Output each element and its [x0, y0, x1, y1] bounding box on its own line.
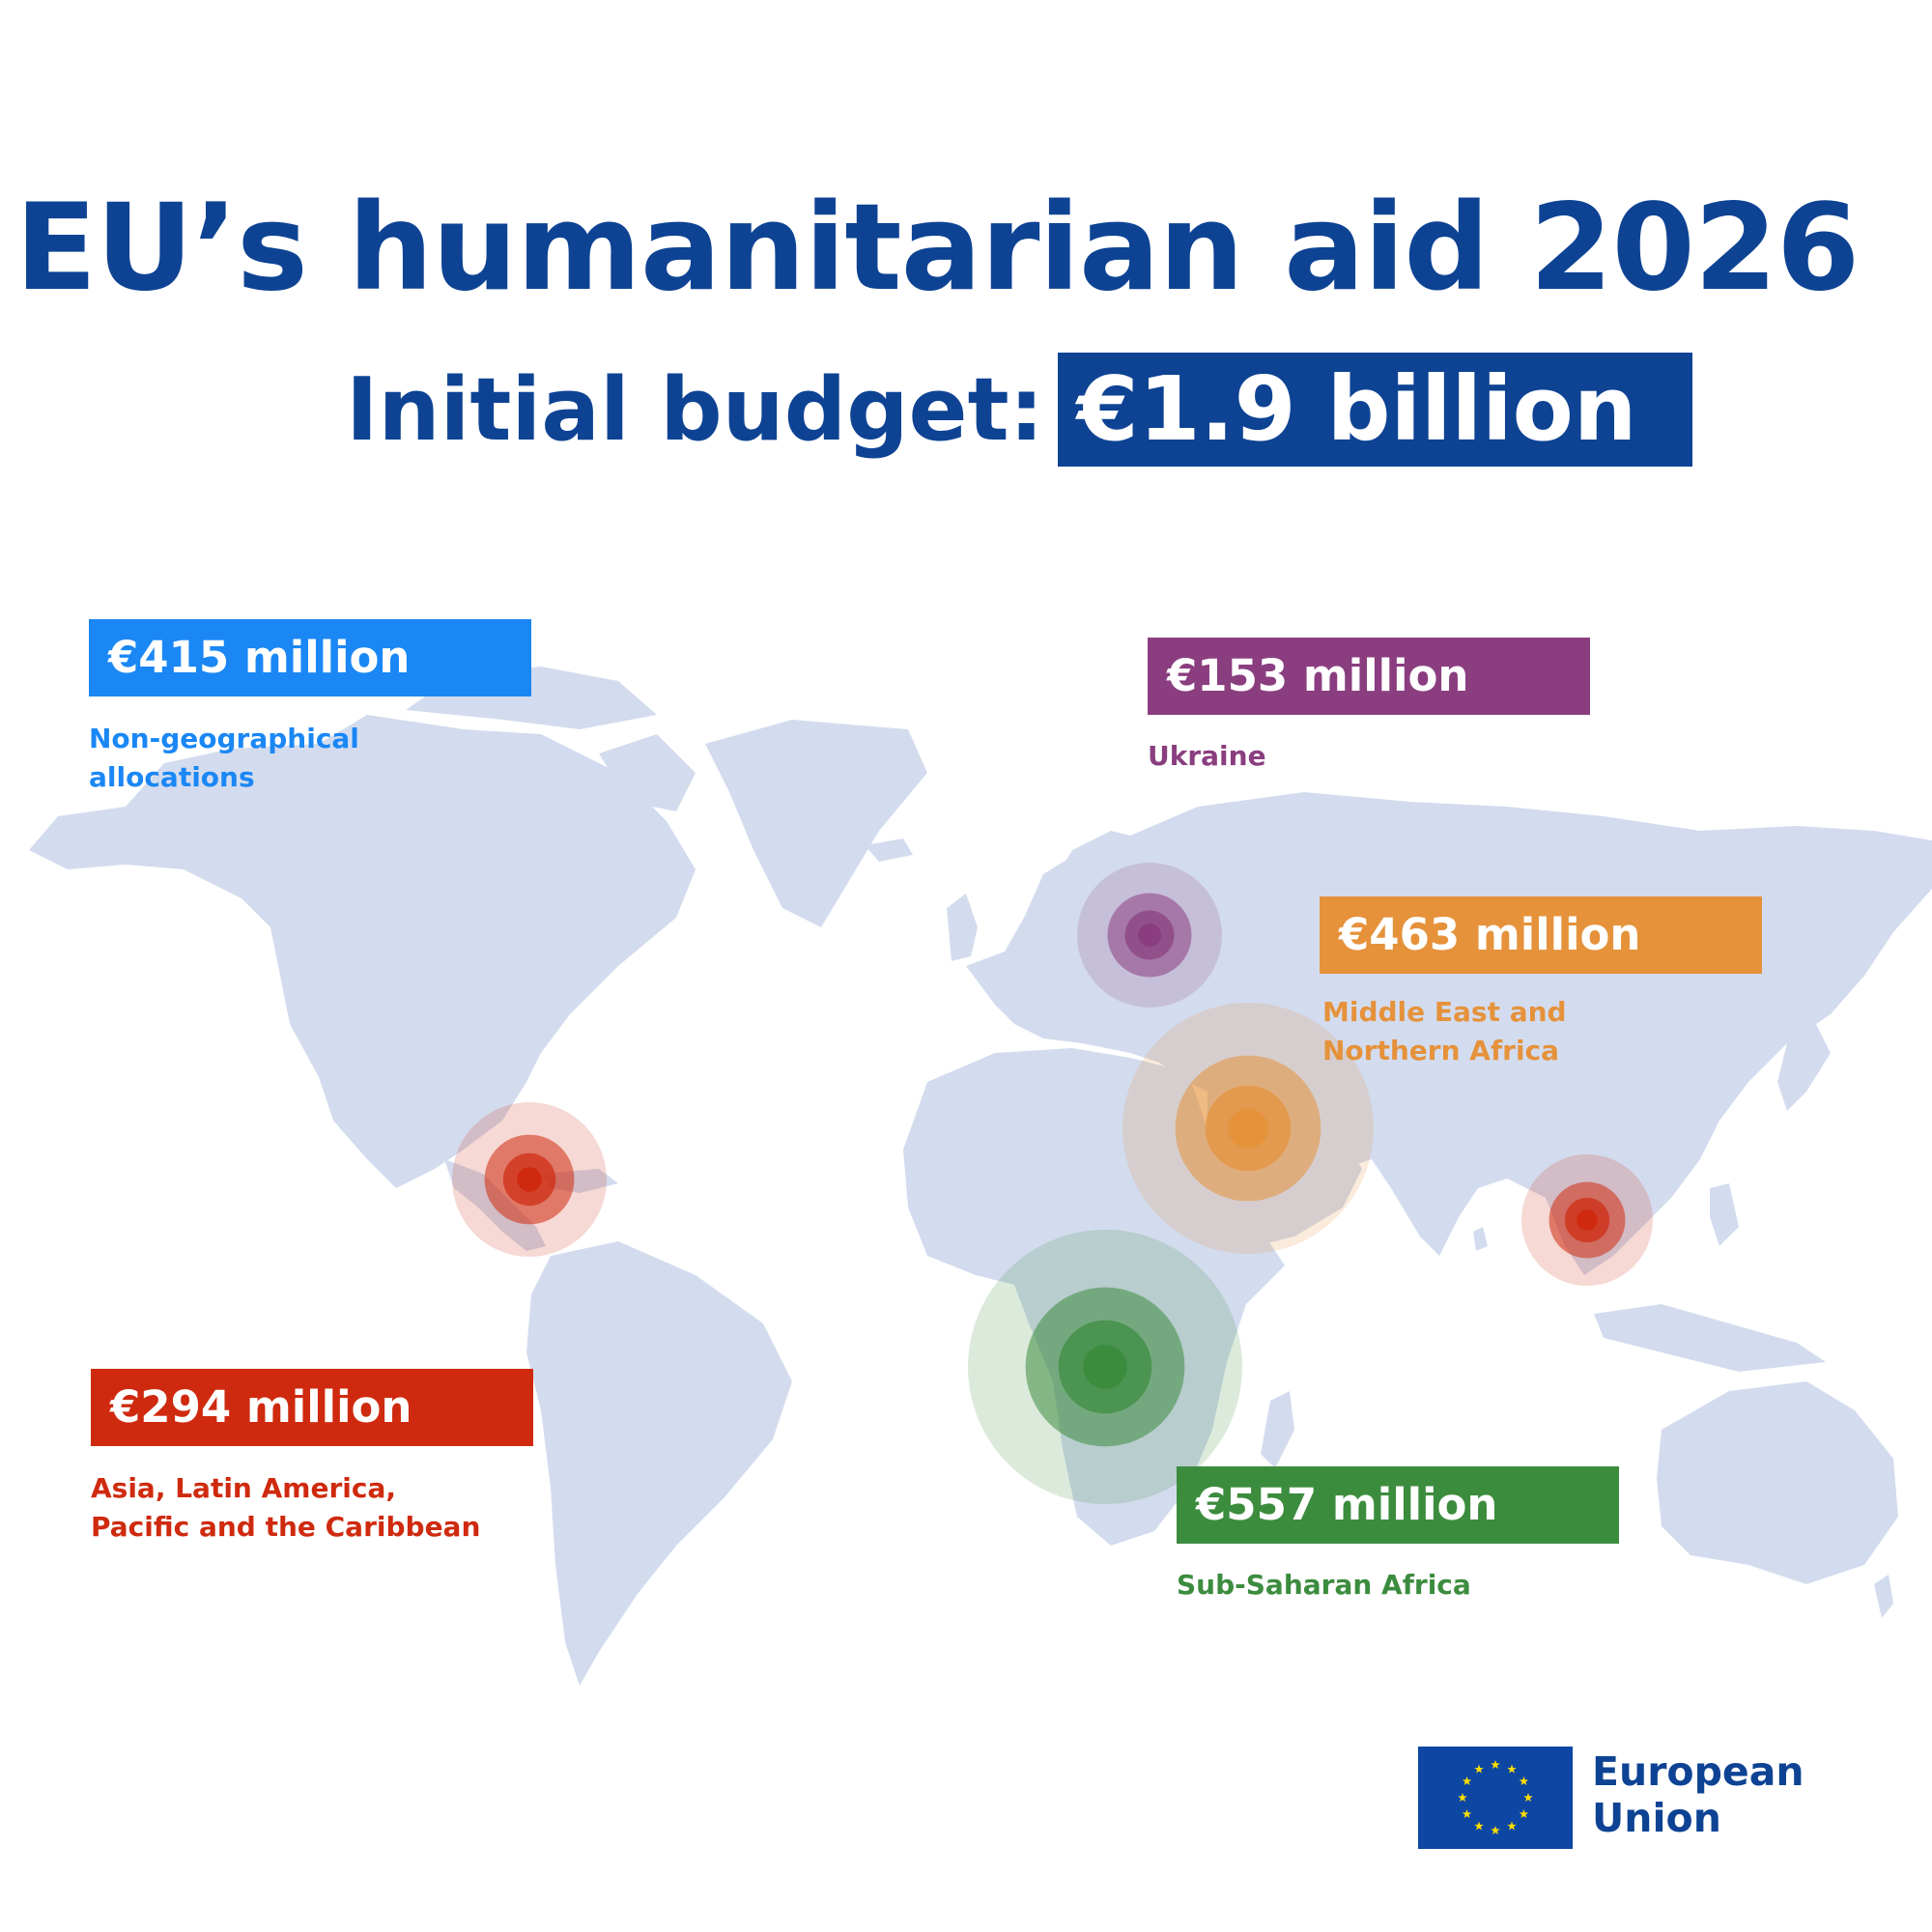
- marker-ring: [1138, 923, 1161, 947]
- iceland: [865, 838, 913, 862]
- eu-star: [1519, 1776, 1529, 1786]
- region-label-sub-saharan-africa: Sub-Saharan Africa: [1177, 1569, 1471, 1601]
- eu-star: [1462, 1809, 1472, 1819]
- allocation-markers: [452, 863, 1653, 1504]
- australia: [1657, 1381, 1898, 1584]
- eu-star: [1523, 1793, 1533, 1803]
- baffin-island: [599, 734, 696, 811]
- amount-box-non-geographical: €415 million: [89, 619, 531, 696]
- scandinavia: [1043, 831, 1159, 966]
- sri-lanka: [1473, 1227, 1488, 1251]
- marker-ring: [1083, 1345, 1127, 1389]
- amount-box-ukraine: €153 million: [1148, 638, 1590, 715]
- marker-ukraine: [1077, 863, 1222, 1008]
- eu-star: [1474, 1764, 1484, 1774]
- new-zealand: [1874, 1575, 1893, 1618]
- marker-latin-america-and-the-caribbean: [452, 1102, 607, 1257]
- amount-box-sub-saharan-africa: €557 million: [1177, 1466, 1619, 1544]
- eu-star: [1491, 1760, 1500, 1770]
- great-britain: [947, 894, 978, 961]
- amount-box-middle-east: €463 million: [1320, 896, 1762, 974]
- budget-label: Initial budget:: [346, 358, 1044, 461]
- indonesia: [1594, 1304, 1826, 1372]
- madagascar: [1261, 1391, 1294, 1468]
- eu-logo-text-line2: Union: [1592, 1795, 1721, 1841]
- marker-ring: [1577, 1209, 1598, 1231]
- marker-ring: [1228, 1108, 1268, 1149]
- region-label-ukraine: Ukraine: [1148, 740, 1266, 772]
- eu-star: [1474, 1821, 1484, 1831]
- budget-value: €1.9 billion: [1057, 353, 1693, 467]
- budget-row: Initial budget: €1.9 billion: [346, 353, 1693, 467]
- north-america: [29, 715, 696, 1188]
- south-america: [526, 1241, 792, 1686]
- amount-box-asia-latin-america: €294 million: [91, 1369, 533, 1446]
- eu-logo-text: European Union: [1592, 1748, 1804, 1841]
- region-label-middle-east: Middle East and Northern Africa: [1322, 996, 1567, 1066]
- japan: [1777, 1024, 1831, 1111]
- eu-star: [1462, 1776, 1472, 1786]
- region-label-non-geographical: Non-geographical allocations: [89, 723, 359, 793]
- eu-flag-icon: [1418, 1747, 1573, 1849]
- region-label-asia-latin-america: Asia, Latin America, Pacific and the Car…: [91, 1472, 481, 1543]
- greenland: [705, 720, 927, 927]
- eu-star: [1507, 1821, 1517, 1831]
- eu-logo-text-line1: European: [1592, 1748, 1804, 1795]
- page-title: EU’s humanitarian aid 2026: [14, 179, 1861, 318]
- marker-middle-east-and-northern-africa: [1122, 1003, 1374, 1254]
- eu-star: [1458, 1793, 1467, 1803]
- eu-star: [1491, 1826, 1500, 1835]
- philippines: [1710, 1183, 1739, 1246]
- eu-star: [1507, 1764, 1517, 1774]
- marker-asia: [1521, 1154, 1653, 1286]
- eu-star: [1519, 1809, 1529, 1819]
- marker-ring: [517, 1167, 542, 1192]
- marker-sub-saharan-africa: [968, 1230, 1242, 1504]
